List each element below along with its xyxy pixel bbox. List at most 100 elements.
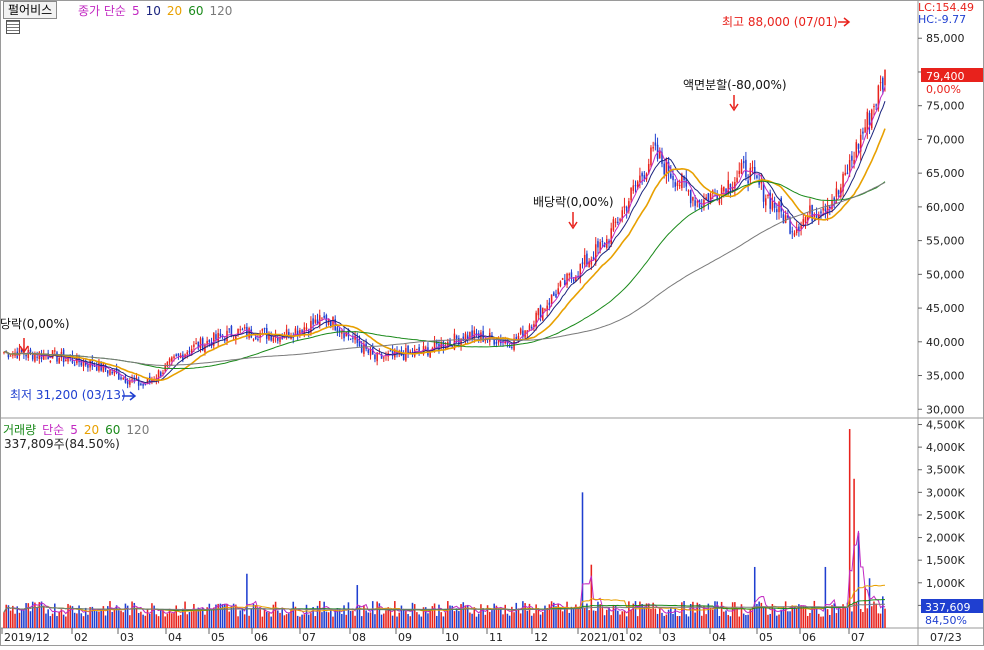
volume-bar xyxy=(771,603,774,628)
ticker-selector[interactable]: 펄어비스 xyxy=(3,1,58,19)
price-candle xyxy=(698,200,701,208)
x-tick-label: 09 xyxy=(398,631,412,644)
low-annotation: 최저 31,200 (03/13) xyxy=(10,388,126,402)
price-candle xyxy=(58,357,60,364)
volume-bar xyxy=(705,614,707,628)
price-candle xyxy=(623,205,626,208)
volume-bar xyxy=(475,616,478,628)
volume-bar xyxy=(806,615,809,628)
price-candle xyxy=(663,163,665,175)
volume-bar xyxy=(23,608,25,628)
price-candle xyxy=(129,380,131,385)
volume-bar xyxy=(577,608,579,628)
volume-bar xyxy=(283,615,286,628)
volume-bar xyxy=(270,616,272,628)
volume-bar xyxy=(20,609,23,628)
price-candle xyxy=(374,354,376,360)
volume-bar xyxy=(62,614,65,628)
price-candle xyxy=(466,335,469,339)
volume-bar xyxy=(769,613,771,628)
price-candle xyxy=(590,259,593,265)
price-candle xyxy=(49,361,52,363)
volume-bar xyxy=(56,616,58,628)
volume-bar xyxy=(727,614,730,628)
price-candle xyxy=(290,336,292,340)
volume-bar xyxy=(360,616,363,628)
volume-bar xyxy=(301,614,303,628)
volume-bar xyxy=(614,605,617,628)
volume-bar xyxy=(594,610,597,628)
volume-bar xyxy=(137,612,140,628)
volume-bar xyxy=(848,429,851,628)
volume-bar xyxy=(5,604,7,628)
price-candle xyxy=(115,368,118,373)
ma20-line xyxy=(3,128,886,382)
volume-bar xyxy=(67,603,69,628)
x-tick-label: 2019/12 xyxy=(4,631,50,644)
price-y-tick-label: 70,000 xyxy=(926,133,965,146)
price-candle xyxy=(416,348,418,350)
volume-bar xyxy=(334,609,336,628)
volume-bar xyxy=(391,615,394,628)
price-candle xyxy=(806,215,809,221)
volume-bar xyxy=(813,600,816,628)
price-candle xyxy=(34,354,36,362)
price-candle xyxy=(632,185,635,191)
volume-bar xyxy=(118,610,120,628)
price-candle xyxy=(363,343,365,354)
volume-bar xyxy=(661,612,663,628)
volume-bar xyxy=(157,616,160,628)
volume-bar xyxy=(140,611,142,628)
price-candle xyxy=(526,330,529,333)
price-candle xyxy=(301,330,303,334)
price-candle xyxy=(98,361,100,371)
price-candle xyxy=(656,144,659,159)
price-candle xyxy=(288,332,290,338)
price-candle xyxy=(407,345,409,354)
price-candle xyxy=(707,193,710,203)
volume-bar xyxy=(257,609,259,628)
price-candle xyxy=(559,281,562,287)
volume-bar xyxy=(745,614,747,628)
price-candle xyxy=(376,352,378,362)
price-y-tick-label: 35,000 xyxy=(926,370,965,383)
price-candle xyxy=(767,194,769,197)
volume-bar xyxy=(493,603,495,628)
volume-bar xyxy=(144,615,147,628)
price-candle xyxy=(197,341,200,349)
price-candle xyxy=(873,106,875,108)
volume-bar xyxy=(307,614,310,628)
volume-bar xyxy=(586,603,588,628)
price-candle xyxy=(429,350,431,358)
price-candle xyxy=(586,253,588,265)
volume-bar xyxy=(142,614,144,628)
price-candle xyxy=(548,302,551,305)
price-candle xyxy=(795,227,798,233)
price-candle xyxy=(725,188,727,195)
volume-bar xyxy=(265,611,268,628)
price-candle xyxy=(659,151,661,158)
price-candle xyxy=(252,339,255,341)
price-candle xyxy=(263,328,266,330)
price-candle xyxy=(279,336,281,343)
volume-bar xyxy=(606,609,608,628)
volume-bar xyxy=(95,611,98,628)
price-y-tick-label: 60,000 xyxy=(926,201,965,214)
price-candle xyxy=(705,197,707,201)
price-candle xyxy=(634,185,637,187)
volume-bar xyxy=(884,608,886,628)
volume-bar xyxy=(581,492,584,628)
price-candle xyxy=(628,201,630,211)
volume-bar xyxy=(197,607,200,628)
volume-bar xyxy=(354,615,356,628)
price-candle xyxy=(619,218,621,221)
price-candle xyxy=(848,160,851,171)
price-candle xyxy=(583,254,586,265)
price-candle xyxy=(325,315,328,323)
price-candle xyxy=(572,279,575,282)
price-candle xyxy=(358,340,361,347)
price-candle xyxy=(738,170,741,174)
volume-bar xyxy=(396,616,398,628)
price-candle xyxy=(71,355,74,363)
grid-toggle-icon[interactable] xyxy=(6,20,20,34)
